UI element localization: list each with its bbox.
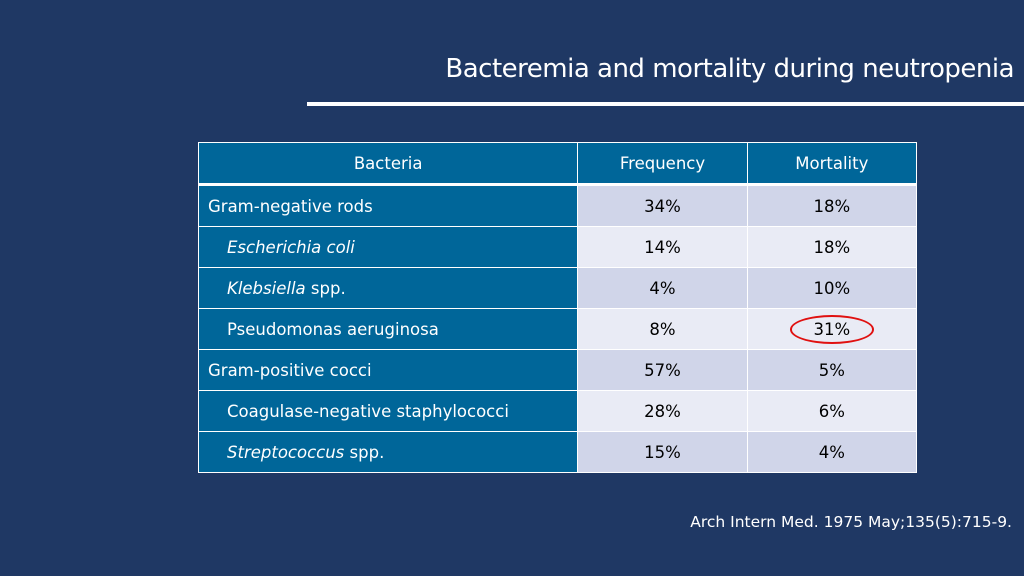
mortality-cell: 4% [746,431,918,473]
table-row: Coagulase-negative staphylococci 28% 6% [197,390,918,432]
table-row: Escherichia coli 14% 18% [197,226,918,268]
mortality-cell: 10% [746,267,918,309]
species-italic: Escherichia coli [227,237,355,257]
mortality-cell: 5% [746,349,918,391]
title-underline [307,102,1024,106]
frequency-cell: 8% [577,308,748,350]
header-bacteria: Bacteria [197,142,579,186]
mortality-cell: 18% [746,184,918,227]
table-row: Klebsiella spp. 4% 10% [197,267,918,309]
bacteria-name: Streptococcus spp. [197,431,579,473]
species-suffix: spp. [305,278,346,298]
bacteria-name: Gram-positive cocci [197,349,579,391]
mortality-cell: 31% [746,308,918,350]
table-row: Pseudomonas aeruginosa 8% 31% [197,308,918,350]
bacteria-name: Coagulase-negative staphylococci [197,390,579,432]
table-row: Gram-positive cocci 57% 5% [197,349,918,391]
header-frequency: Frequency [577,142,748,186]
bacteria-name: Escherichia coli [197,226,579,268]
frequency-cell: 34% [577,184,748,227]
bacteria-table: Bacteria Frequency Mortality Gram-negati… [197,142,918,473]
table-row: Streptococcus spp. 15% 4% [197,431,918,473]
frequency-cell: 15% [577,431,748,473]
frequency-cell: 57% [577,349,748,391]
frequency-cell: 14% [577,226,748,268]
species-italic: Streptococcus [227,442,345,462]
slide-title: Bacteremia and mortality during neutrope… [445,54,1014,84]
bacteria-name: Klebsiella spp. [197,267,579,309]
species-italic: Klebsiella [227,278,306,298]
header-mortality: Mortality [746,142,918,186]
bacteria-name: Pseudomonas aeruginosa [197,308,579,350]
mortality-cell: 6% [746,390,918,432]
bacteria-name: Gram-negative rods [197,184,579,227]
highlight-circle: 31% [789,314,875,344]
table-row: Gram-negative rods 34% 18% [197,184,918,227]
frequency-cell: 28% [577,390,748,432]
mortality-cell: 18% [746,226,918,268]
table-header-row: Bacteria Frequency Mortality [197,142,918,186]
species-suffix: spp. [344,442,385,462]
citation: Arch Intern Med. 1975 May;135(5):715-9. [690,513,1012,531]
frequency-cell: 4% [577,267,748,309]
